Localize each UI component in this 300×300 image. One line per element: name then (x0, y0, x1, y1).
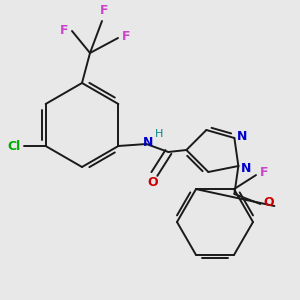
Text: Cl: Cl (7, 140, 20, 152)
Text: H: H (155, 129, 164, 139)
Text: F: F (260, 166, 268, 178)
Text: O: O (147, 176, 158, 188)
Text: N: N (237, 130, 248, 142)
Text: F: F (122, 29, 130, 43)
Text: F: F (100, 4, 108, 17)
Text: N: N (143, 136, 154, 148)
Text: F: F (60, 25, 68, 38)
Text: O: O (263, 196, 274, 208)
Text: N: N (241, 161, 252, 175)
